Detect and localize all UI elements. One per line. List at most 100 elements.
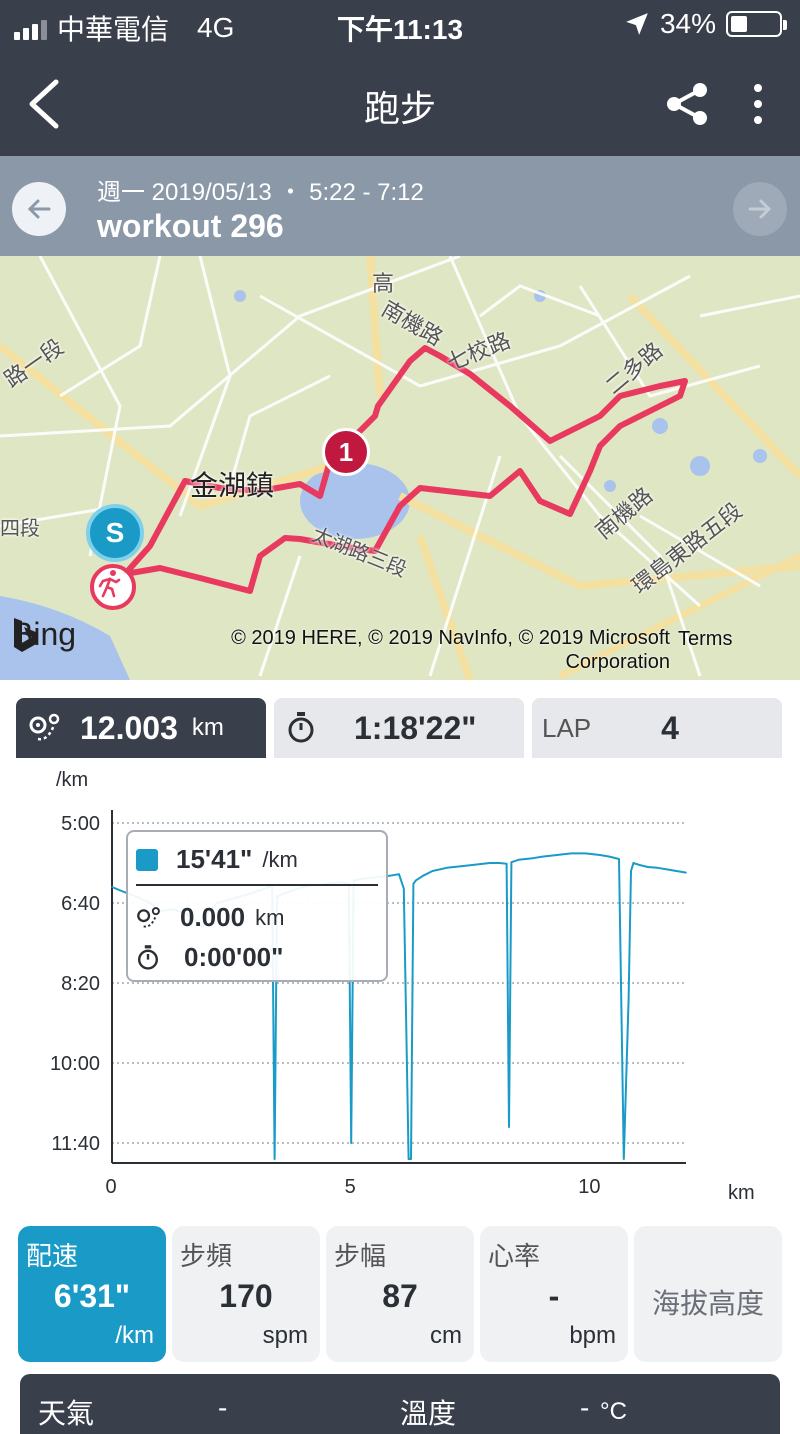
pace-point (410, 1158, 412, 1160)
pace-point (403, 887, 405, 890)
share-icon[interactable] (664, 80, 712, 128)
stopwatch-icon (288, 712, 314, 743)
next-workout-button[interactable] (733, 182, 787, 236)
pace-point (685, 871, 687, 874)
y-tick-label: 10:00 (50, 1053, 100, 1075)
pace-point (675, 870, 678, 872)
tooltip-pace-unit: /km (262, 846, 298, 872)
y-tick-label: 5:00 (61, 813, 100, 835)
route-path (122, 345, 688, 594)
network-label: 4G (197, 12, 235, 43)
stat-unit: spm (262, 1322, 308, 1349)
town-label: 金湖鎮 (190, 470, 275, 501)
stat-unit: cm (430, 1322, 462, 1349)
lap-label: LAP (542, 712, 592, 743)
stat-unit: bpm (569, 1322, 616, 1349)
battery-percent: 34% (659, 8, 716, 39)
pace-point (460, 865, 463, 867)
arrow-right-icon (748, 199, 772, 219)
summary-tabs: 12.003 km 1:18'22" LAP 4 (16, 698, 784, 758)
map-canvas (0, 256, 800, 680)
weather-bar: 天氣 - 溫度 - °C (20, 1374, 780, 1434)
x-tick-label: 5 (345, 1176, 356, 1198)
map-attribution: © 2019 HERE, © 2019 NavInfo, © 2019 Micr… (231, 627, 670, 673)
lap-value: 4 (661, 709, 679, 746)
distance-value: 12.003 (80, 709, 178, 746)
start-marker-label: S (105, 517, 125, 548)
pace-point (599, 854, 601, 856)
chart-tooltip: 15'41" /km 0.000 km 0:00'00" (126, 830, 388, 982)
pace-point (608, 855, 611, 858)
pace-point (556, 854, 558, 856)
stat-label: 步幅 (334, 1241, 387, 1271)
previous-workout-button[interactable] (12, 182, 66, 236)
arrow-left-icon (27, 199, 51, 219)
y-tick-label: 6:40 (61, 893, 100, 915)
pace-point (532, 857, 534, 859)
signal-icon (14, 16, 47, 40)
stat-cards: 配速 6'31" /km 步頻 170 spm 步幅 87 cm 心率 - bp… (18, 1226, 782, 1362)
page-title: 跑步 (363, 88, 436, 129)
pace-point (656, 867, 659, 869)
tab-duration[interactable]: 1:18'22" (274, 698, 524, 758)
route-map[interactable]: 金湖鎮 路一段 七校路 二多路 南機路 南機路 環島東路五段 太湖路三段 四段 … (0, 256, 800, 680)
stat-label: 海拔高度 (651, 1288, 764, 1319)
stat-card-altitude[interactable]: 海拔高度 (634, 1226, 782, 1362)
workout-date: 週一 2019/05/13 ・ 5:22 - 7:12 (97, 179, 424, 206)
tooltip-pace-value: 15'41" (176, 844, 253, 874)
distance-unit: km (191, 714, 224, 741)
pace-point (398, 873, 400, 875)
finish-runner-marker[interactable] (90, 564, 136, 610)
nav-bar: 跑步 (0, 52, 800, 156)
pace-point (111, 886, 113, 888)
pace-point (666, 868, 668, 871)
pace-chart-canvas[interactable]: /km 5:00 6:40 8:20 10:00 11:400 5 10 km (16, 758, 782, 1218)
pace-point (489, 862, 491, 864)
map-terms-link[interactable]: Terms (678, 628, 733, 650)
x-tick-label: 10 (578, 1176, 600, 1198)
chevron-left-icon[interactable] (22, 76, 72, 132)
pace-point (570, 852, 572, 855)
workout-header: 週一 2019/05/13 ・ 5:22 - 7:12 workout 296 (0, 156, 800, 256)
pace-point (407, 1158, 410, 1160)
pace-point (508, 1126, 510, 1128)
lap-marker[interactable]: 1 (322, 428, 370, 476)
pace-point (412, 883, 415, 885)
more-vertical-icon[interactable] (744, 80, 772, 128)
pace-point (120, 890, 123, 892)
tooltip-distance-unit: km (255, 904, 285, 930)
distance-icon (29, 713, 60, 741)
stat-card-stride[interactable]: 步幅 87 cm (326, 1226, 474, 1362)
pace-swatch-icon (136, 848, 158, 871)
tooltip-time-value: 0:00'00" (184, 942, 284, 972)
stat-card-cadence[interactable]: 步頻 170 spm (172, 1226, 320, 1362)
battery-icon (726, 11, 787, 37)
stat-card-pace[interactable]: 配速 6'31" /km (18, 1226, 166, 1362)
stat-label: 配速 (26, 1241, 79, 1271)
pace-point (505, 863, 508, 865)
stat-value: 170 (219, 1278, 273, 1314)
weather-label: 天氣 (38, 1398, 95, 1429)
pace-point (414, 879, 417, 882)
status-bar: 中華電信 4G 下午11:13 34% (0, 0, 800, 52)
pace-point (584, 852, 587, 855)
x-axis-unit: km (728, 1182, 755, 1204)
start-marker[interactable]: S (86, 504, 144, 562)
temperature-unit: °C (600, 1398, 627, 1425)
tab-distance[interactable]: 12.003 km (16, 698, 266, 758)
pace-point (498, 862, 501, 864)
pace-point (630, 870, 632, 872)
stat-card-heart-rate[interactable]: 心率 - bpm (480, 1226, 628, 1362)
y-axis-unit: /km (56, 769, 88, 791)
tab-lap[interactable]: LAP 4 (532, 698, 782, 758)
pace-point (510, 861, 513, 863)
x-tick-label: 0 (105, 1176, 116, 1198)
pace-chart[interactable]: /km 5:00 6:40 8:20 10:00 11:40 0 5 10 km (16, 758, 782, 1218)
pace-point (431, 870, 434, 872)
pace-point (623, 1158, 625, 1160)
clock: 下午11:13 (336, 14, 464, 45)
pace-point (541, 855, 544, 858)
tooltip-distance-value: 0.000 (180, 902, 246, 932)
stat-unit: /km (115, 1322, 154, 1349)
tooltip-divider (136, 884, 378, 886)
